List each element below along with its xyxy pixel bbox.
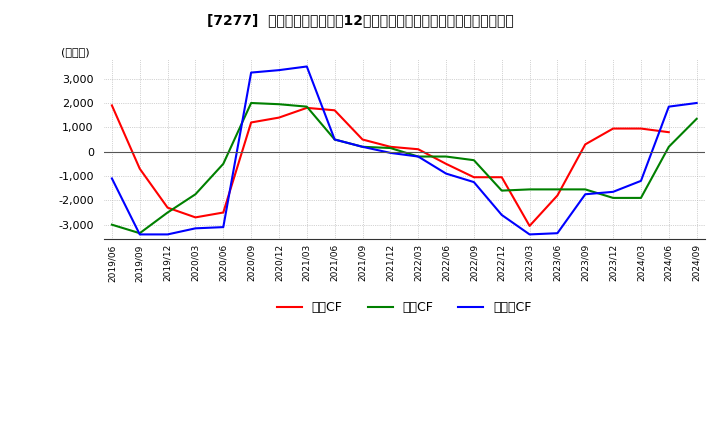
フリーCF	[386, 150, 395, 155]
営業CF	[302, 105, 311, 110]
営業CF	[442, 161, 451, 166]
投資CF	[665, 144, 673, 150]
投資CF	[274, 102, 283, 107]
Line: 営業CF: 営業CF	[112, 106, 669, 226]
フリーCF	[358, 144, 366, 150]
営業CF	[414, 147, 423, 152]
投資CF	[358, 144, 366, 150]
営業CF	[219, 210, 228, 215]
フリーCF	[693, 100, 701, 106]
営業CF	[498, 175, 506, 180]
営業CF	[609, 126, 618, 131]
フリーCF	[135, 232, 144, 237]
営業CF	[553, 193, 562, 198]
フリーCF	[636, 178, 645, 183]
投資CF	[247, 100, 256, 106]
営業CF	[386, 144, 395, 150]
フリーCF	[469, 180, 478, 185]
投資CF	[330, 137, 339, 142]
Text: (百万円): (百万円)	[61, 48, 90, 57]
営業CF	[358, 137, 366, 142]
営業CF	[330, 108, 339, 113]
投資CF	[581, 187, 590, 192]
営業CF	[135, 166, 144, 171]
投資CF	[553, 187, 562, 192]
フリーCF	[442, 171, 451, 176]
フリーCF	[414, 154, 423, 159]
フリーCF	[609, 189, 618, 194]
投資CF	[469, 158, 478, 163]
投資CF	[498, 188, 506, 193]
フリーCF	[163, 232, 172, 237]
投資CF	[135, 231, 144, 236]
営業CF	[163, 205, 172, 210]
投資CF	[636, 195, 645, 201]
投資CF	[609, 195, 618, 201]
投資CF	[302, 104, 311, 109]
フリーCF	[330, 137, 339, 142]
投資CF	[107, 222, 116, 227]
フリーCF	[498, 213, 506, 218]
投資CF	[526, 187, 534, 192]
Line: 投資CF: 投資CF	[112, 103, 697, 233]
Legend: 営業CF, 投資CF, フリーCF: 営業CF, 投資CF, フリーCF	[271, 296, 537, 319]
フリーCF	[219, 224, 228, 230]
営業CF	[107, 103, 116, 108]
営業CF	[274, 115, 283, 120]
フリーCF	[665, 104, 673, 109]
営業CF	[581, 142, 590, 147]
投資CF	[219, 161, 228, 166]
フリーCF	[526, 232, 534, 237]
投資CF	[386, 145, 395, 150]
投資CF	[191, 192, 199, 197]
投資CF	[442, 154, 451, 159]
投資CF	[693, 116, 701, 121]
Line: フリーCF: フリーCF	[112, 66, 697, 235]
営業CF	[247, 120, 256, 125]
Text: [7277]  キャッシュフローの12か月移動合計の対前年同期増減額の推移: [7277] キャッシュフローの12か月移動合計の対前年同期増減額の推移	[207, 13, 513, 27]
投資CF	[163, 210, 172, 215]
フリーCF	[581, 192, 590, 197]
営業CF	[665, 129, 673, 135]
フリーCF	[191, 226, 199, 231]
投資CF	[414, 154, 423, 159]
営業CF	[636, 126, 645, 131]
フリーCF	[302, 64, 311, 69]
フリーCF	[553, 231, 562, 236]
営業CF	[469, 175, 478, 180]
フリーCF	[247, 70, 256, 75]
営業CF	[526, 223, 534, 228]
営業CF	[191, 215, 199, 220]
フリーCF	[274, 67, 283, 73]
フリーCF	[107, 176, 116, 181]
